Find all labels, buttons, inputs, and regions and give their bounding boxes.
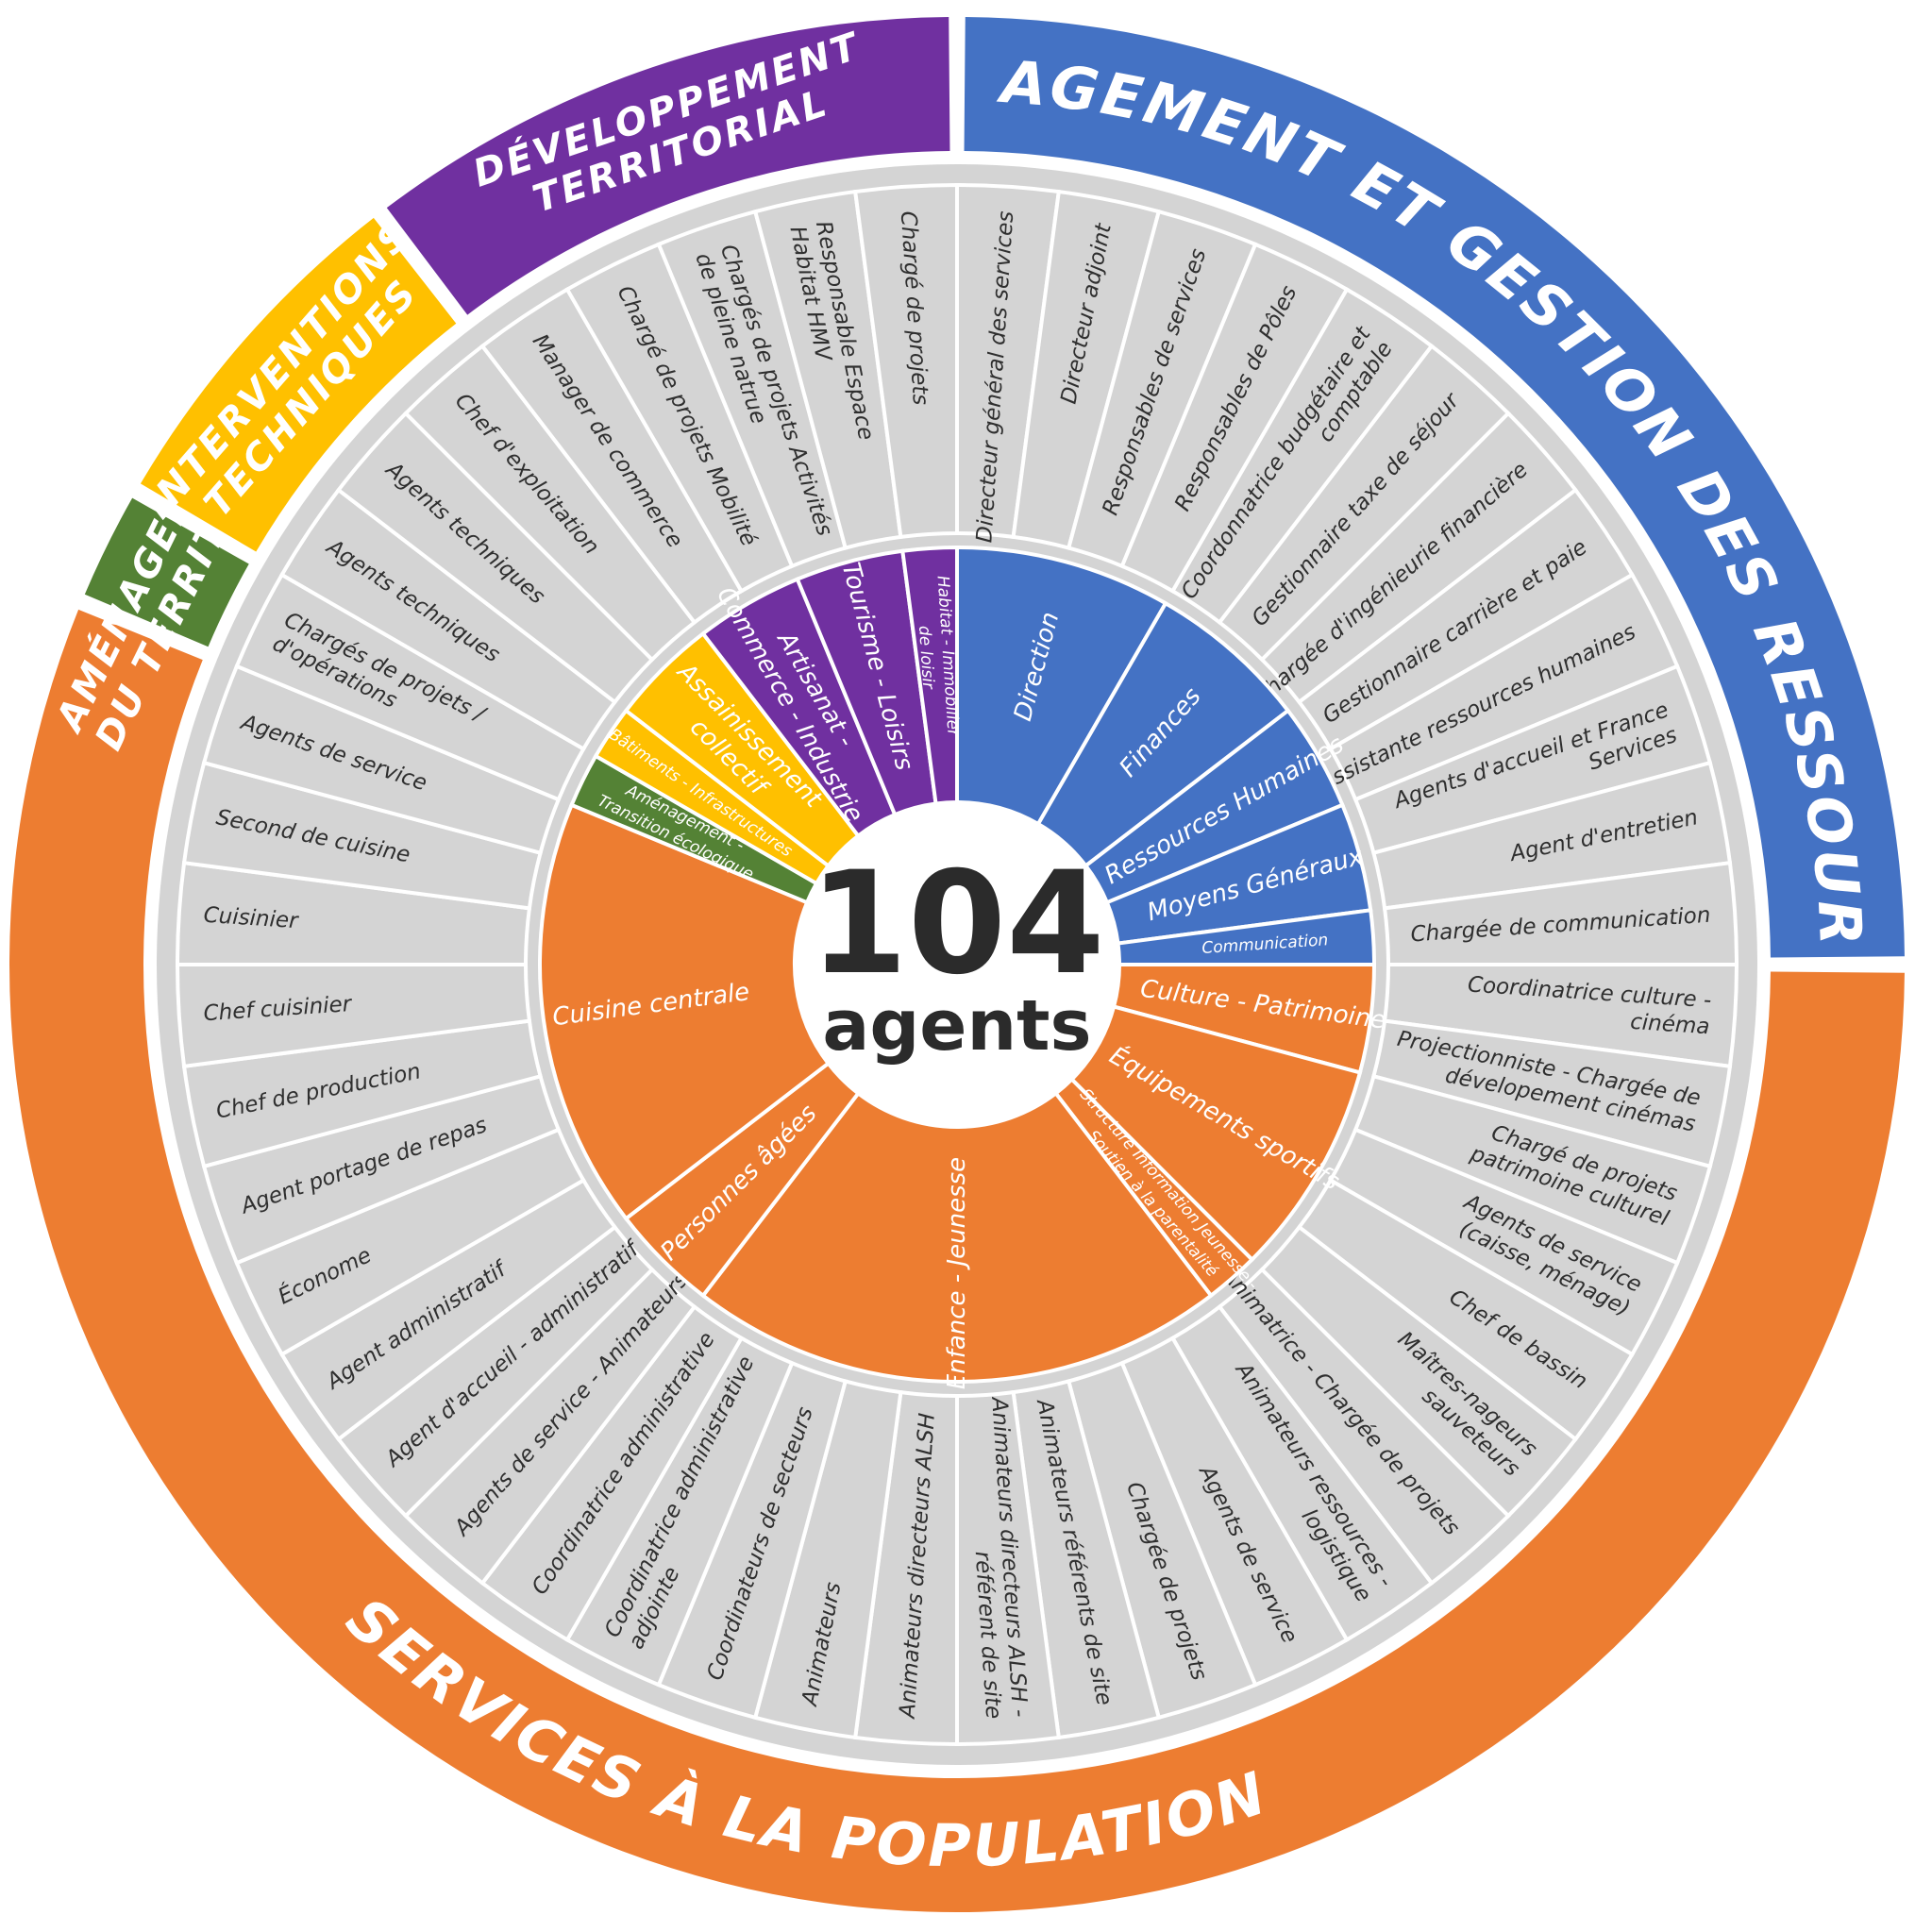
job-label: cinéma (1629, 1010, 1710, 1039)
pole-management (964, 17, 1905, 958)
job-ring: Directeur général des services Directeur … (175, 182, 1739, 1747)
center-hub: 104 agents (795, 802, 1119, 1127)
center-disc (795, 802, 1119, 1127)
pole-amenagement (84, 497, 249, 647)
agent-count: 104 (809, 842, 1104, 1006)
service-label-habitat-immobilier: de loisir (915, 625, 937, 690)
pole-interventions (140, 217, 457, 552)
pole-developpement (386, 17, 950, 315)
agent-label: agents (822, 985, 1091, 1067)
job-segment (852, 182, 959, 540)
service-label-enfance-jeunesse: Enfance - Jeunesse (943, 1157, 971, 1389)
